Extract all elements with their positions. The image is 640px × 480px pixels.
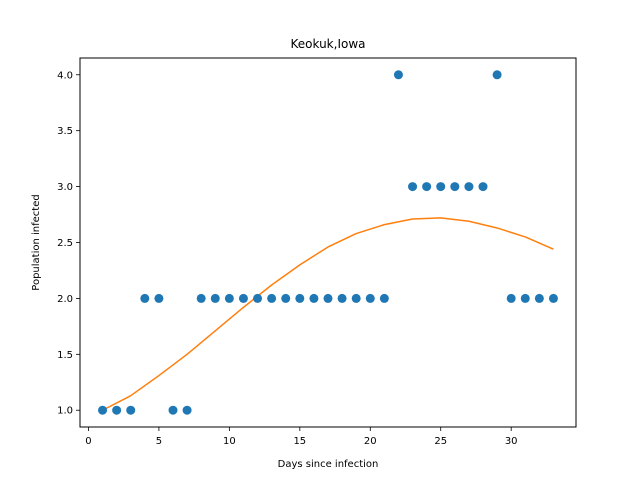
- x-tick-label: 15: [293, 436, 306, 447]
- y-axis-ticks: 1.0 1.5 2.0 2.5 3.0 3.5 4.0: [57, 70, 80, 417]
- data-point: [436, 182, 446, 192]
- x-axis-ticks: 0 5 10 15 20 25 30: [85, 427, 518, 447]
- fit-line: [102, 217, 554, 411]
- y-tick-label: 2.0: [57, 294, 73, 305]
- data-point: [379, 293, 389, 303]
- data-point: [182, 405, 192, 415]
- x-tick-label: 25: [434, 436, 447, 447]
- chart-title: Keokuk,Iowa: [291, 37, 366, 51]
- data-point: [520, 293, 530, 303]
- data-point: [154, 293, 164, 303]
- data-point: [210, 293, 220, 303]
- data-point: [323, 293, 333, 303]
- y-tick-label: 4.0: [57, 70, 73, 81]
- x-tick-label: 30: [505, 436, 518, 447]
- data-point: [281, 293, 291, 303]
- x-tick-label: 0: [85, 436, 91, 447]
- y-axis-label: Population infected: [31, 194, 42, 290]
- fit-line-layer: [102, 217, 554, 411]
- data-point: [548, 293, 558, 303]
- data-point: [224, 293, 234, 303]
- x-tick-label: 20: [364, 436, 377, 447]
- data-point: [534, 293, 544, 303]
- data-point: [238, 293, 248, 303]
- x-axis-label: Days since infection: [278, 459, 379, 470]
- y-tick-label: 2.5: [57, 238, 73, 249]
- data-point: [408, 182, 418, 192]
- data-point: [337, 293, 347, 303]
- data-point: [492, 70, 502, 80]
- data-point: [393, 70, 403, 80]
- data-point: [365, 293, 375, 303]
- y-tick-label: 3.5: [57, 126, 73, 137]
- data-point: [267, 293, 277, 303]
- data-point: [351, 293, 361, 303]
- plot-area: [80, 58, 576, 427]
- y-tick-label: 3.0: [57, 182, 73, 193]
- y-tick-label: 1.0: [57, 406, 73, 417]
- data-point: [126, 405, 136, 415]
- data-point: [309, 293, 319, 303]
- data-point: [253, 293, 263, 303]
- data-point: [464, 182, 474, 192]
- data-point: [168, 405, 178, 415]
- data-point: [450, 182, 460, 192]
- y-tick-label: 1.5: [57, 350, 73, 361]
- data-point: [422, 182, 432, 192]
- x-tick-label: 5: [156, 436, 162, 447]
- data-point: [478, 182, 488, 192]
- data-point: [506, 293, 516, 303]
- data-point: [295, 293, 305, 303]
- data-point: [112, 405, 122, 415]
- data-point: [140, 293, 150, 303]
- data-points-layer: [98, 70, 558, 415]
- x-tick-label: 10: [223, 436, 236, 447]
- data-point: [196, 293, 206, 303]
- data-point: [98, 405, 108, 415]
